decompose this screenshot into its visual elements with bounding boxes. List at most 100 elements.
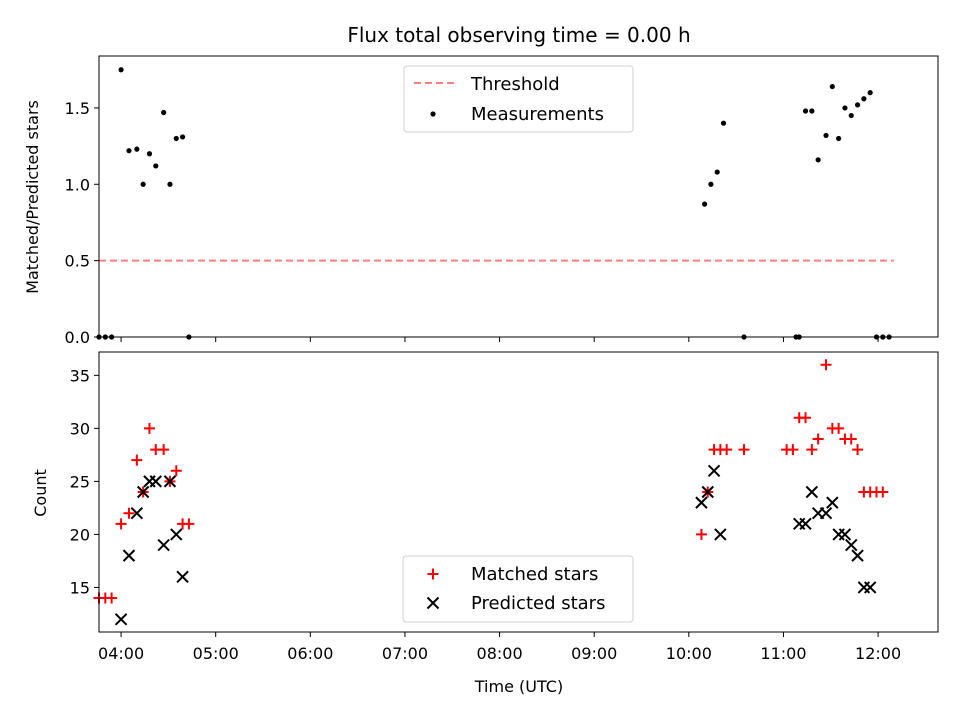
x-tick-label: 10:00 xyxy=(666,644,712,663)
x-tick-label: 11:00 xyxy=(760,644,806,663)
predicted-star-point xyxy=(176,570,189,584)
x-tick-label: 12:00 xyxy=(855,644,901,663)
measurement-point xyxy=(836,135,842,142)
matched-star-point xyxy=(800,412,812,424)
x-tick-label: 04:00 xyxy=(98,644,144,663)
predicted-star-point xyxy=(714,528,727,541)
measurement-point xyxy=(829,83,835,90)
legend-predicted-swatch xyxy=(426,596,440,610)
chart-title: Flux total observing time = 0.00 h xyxy=(347,23,690,47)
matched-star-point xyxy=(845,433,857,445)
legend-matched-label: Matched stars xyxy=(471,564,598,585)
predicted-star-point xyxy=(163,475,177,488)
matched-star-point xyxy=(721,444,733,456)
predicted-star-point xyxy=(799,517,812,531)
top-plot-frame xyxy=(98,55,939,338)
predicted-star-point xyxy=(170,528,183,541)
predicted-star-point xyxy=(136,485,150,499)
measurement-point xyxy=(179,134,186,140)
predicted-star-point xyxy=(114,613,128,626)
measurement-point xyxy=(173,135,179,142)
matched-star-point xyxy=(812,433,824,445)
measurement-point xyxy=(153,163,159,169)
top-y-tick-label: 1.5 xyxy=(65,99,90,118)
measurement-point xyxy=(126,148,132,154)
measurement-point xyxy=(854,102,861,108)
bottom-y-axis-label: Count xyxy=(31,469,50,517)
bottom-plot-frame xyxy=(98,351,939,633)
predicted-star-point xyxy=(851,549,864,562)
predicted-star-point xyxy=(149,475,162,488)
matched-star-point xyxy=(106,592,118,604)
predicted-star-point xyxy=(838,528,852,541)
measurement-point xyxy=(823,132,829,139)
matched-star-point xyxy=(833,422,845,434)
top-y-tick-label: 0.5 xyxy=(65,252,90,271)
predicted-star-point xyxy=(819,507,833,520)
legend-matched-swatch xyxy=(427,568,439,580)
measurement-point xyxy=(861,96,867,102)
measurement-point xyxy=(848,112,854,119)
matched-star-point xyxy=(877,486,889,498)
predicted-star-point xyxy=(122,549,136,562)
matched-star-point xyxy=(170,465,182,477)
predicted-star-point xyxy=(826,496,839,509)
measurement-point xyxy=(867,90,873,96)
matched-star-point xyxy=(787,444,799,456)
measurement-point xyxy=(802,108,809,114)
measurement-point xyxy=(720,120,727,126)
measurement-point xyxy=(809,108,815,114)
predicted-star-point xyxy=(845,538,858,552)
top-y-tick-label: 1.0 xyxy=(65,175,90,194)
top-axes: 0.0 0.5 1.0 1.5 Threshold Measurements xyxy=(65,55,939,347)
measurement-point xyxy=(714,169,720,175)
x-tick-label: 05:00 xyxy=(193,644,239,663)
predicted-star-point xyxy=(701,485,714,499)
x-tick-label: 09:00 xyxy=(571,644,617,663)
x-tick-label: 08:00 xyxy=(477,644,523,663)
bottom-y-tick-label: 20 xyxy=(70,525,90,544)
legend-threshold-label: Threshold xyxy=(470,74,560,95)
measurement-point xyxy=(140,181,146,187)
matched-star-point xyxy=(806,444,818,456)
predicted-star-point xyxy=(707,464,721,477)
predicted-star-point xyxy=(863,581,877,594)
x-tick-label: 06:00 xyxy=(287,644,333,663)
measurement-point xyxy=(134,146,140,152)
legend-measurements-label: Measurements xyxy=(471,104,604,125)
measurement-point xyxy=(167,181,173,187)
matched-star-point xyxy=(115,518,127,530)
predicted-star-point xyxy=(805,485,819,499)
x-axis-label: Time (UTC) xyxy=(474,677,563,696)
bottom-y-tick-label: 30 xyxy=(70,419,90,438)
bottom-y-tick-label: 25 xyxy=(70,472,90,491)
bottom-legend xyxy=(402,555,634,623)
matched-star-point xyxy=(123,507,135,519)
matched-star-point xyxy=(143,422,155,434)
matched-star-point xyxy=(820,359,832,371)
legend-predicted-label: Predicted stars xyxy=(471,593,605,614)
bottom-axes: 15 20 25 30 35 04:00 05:00 06:00 07:00 08:00 09:00… xyxy=(70,351,939,663)
bottom-y-tick-label: 35 xyxy=(70,366,90,385)
measurement-point xyxy=(146,151,153,157)
predicted-star-point xyxy=(130,507,144,520)
matched-star-point xyxy=(183,518,195,530)
measurement-point xyxy=(161,109,167,116)
matched-star-point xyxy=(131,454,143,466)
predicted-star-point xyxy=(695,496,708,509)
measurement-point xyxy=(118,67,124,73)
matched-star-point xyxy=(852,444,864,456)
measurement-point xyxy=(708,181,714,187)
top-legend xyxy=(403,65,634,133)
top-y-tick-label: 0.0 xyxy=(65,328,90,347)
bottom-y-tick-label: 15 xyxy=(70,578,90,597)
matched-star-point xyxy=(738,444,750,456)
measurement-point xyxy=(842,105,848,111)
predicted-star-point xyxy=(157,538,170,552)
top-y-axis-label: Matched/Predicted stars xyxy=(23,100,42,294)
legend-measurements-swatch xyxy=(430,111,436,117)
matched-star-point xyxy=(695,528,707,540)
matched-star-point xyxy=(158,444,170,456)
x-tick-label: 07:00 xyxy=(382,644,428,663)
